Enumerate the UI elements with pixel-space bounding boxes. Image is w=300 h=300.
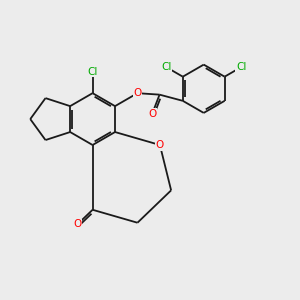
- Text: O: O: [73, 220, 81, 230]
- Text: O: O: [148, 109, 156, 119]
- Text: O: O: [156, 140, 164, 150]
- Text: Cl: Cl: [236, 62, 246, 72]
- Text: O: O: [133, 88, 142, 98]
- Text: Cl: Cl: [161, 62, 171, 72]
- Text: Cl: Cl: [87, 67, 98, 77]
